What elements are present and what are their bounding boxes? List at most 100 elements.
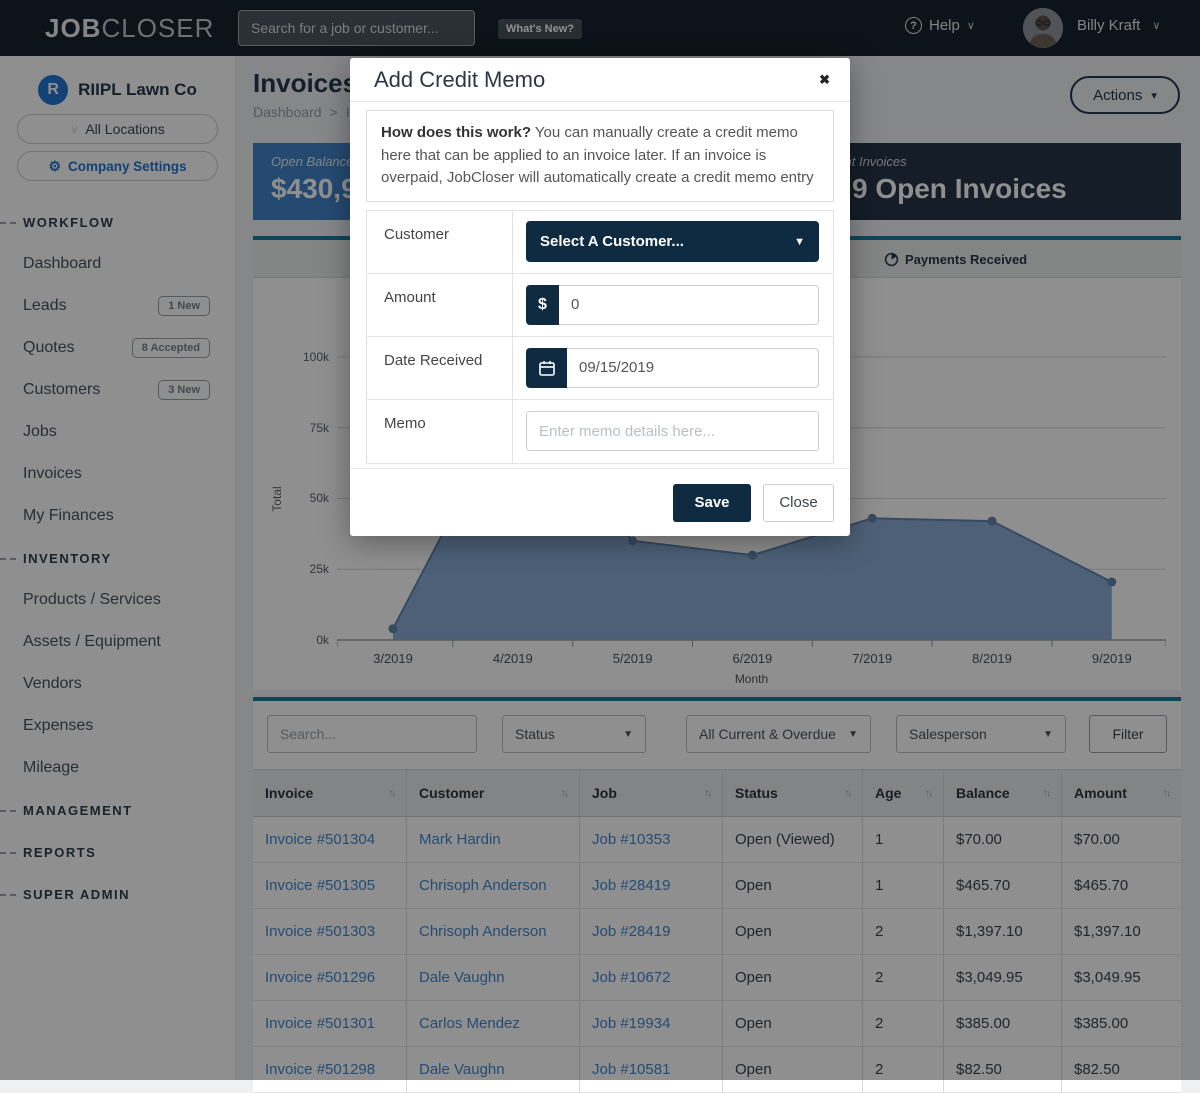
job-link[interactable]: Job #10672 — [592, 969, 671, 986]
status-select[interactable]: Status ▼ — [502, 715, 646, 753]
x-tick-label: 8/2019 — [972, 651, 1012, 666]
chevron-down-icon: ∨ — [966, 20, 975, 32]
sort-icon[interactable]: ↑↓ — [844, 787, 852, 799]
job-link[interactable]: Job #10581 — [592, 1061, 671, 1078]
sidebar-item-invoices[interactable]: Invoices — [23, 465, 82, 482]
customer-link[interactable]: Dale Vaughn — [419, 1061, 505, 1078]
age-cell: 1 — [863, 817, 944, 862]
customer-link[interactable]: Mark Hardin — [419, 831, 501, 848]
sidebar-section-workflow[interactable]: WORKFLOW — [0, 201, 235, 243]
balance-cell: $3,049.95 — [944, 955, 1062, 1000]
column-header-invoice[interactable]: Invoice ↑↓ — [253, 770, 407, 816]
customer-cell: Chrisoph Anderson — [407, 863, 580, 908]
column-header-customer[interactable]: Customer ↑↓ — [407, 770, 580, 816]
global-search-input[interactable] — [238, 10, 475, 46]
invoice-link[interactable]: Invoice #501298 — [265, 1061, 376, 1078]
help-callout: How does this work? You can manually cre… — [366, 110, 834, 202]
customer-label: Customer — [367, 210, 513, 273]
customer-link[interactable]: Chrisoph Anderson — [419, 877, 547, 894]
section-dash — [0, 810, 16, 812]
user-menu[interactable]: Billy Kraft ∨ — [1077, 17, 1161, 34]
locations-dropdown[interactable]: ∨ All Locations — [17, 114, 218, 144]
job-link[interactable]: Job #28419 — [592, 877, 671, 894]
memo-input[interactable] — [526, 411, 819, 451]
sort-icon[interactable]: ↑↓ — [704, 787, 712, 799]
salesperson-select[interactable]: Salesperson ▼ — [896, 715, 1066, 753]
sidebar-section-management[interactable]: MANAGEMENT — [0, 789, 235, 831]
status-cell: Open — [723, 1047, 863, 1092]
sidebar-item-quotes[interactable]: Quotes 8 Accepted — [0, 327, 235, 369]
company-settings-button[interactable]: ⚙ Company Settings — [17, 151, 218, 181]
column-header-age[interactable]: Age ↑↓ — [863, 770, 944, 816]
sidebar-item-vendors[interactable]: Vendors — [23, 675, 82, 692]
job-link[interactable]: Job #19934 — [592, 1015, 671, 1032]
column-header-status[interactable]: Status ↑↓ — [723, 770, 863, 816]
breadcrumb-dashboard[interactable]: Dashboard — [253, 104, 322, 120]
customer-select[interactable]: Select A Customer... ▼ — [526, 221, 819, 262]
sidebar-section-reports[interactable]: REPORTS — [0, 831, 235, 873]
tab-payments-received[interactable]: Payments Received — [884, 240, 1027, 278]
sidebar-item-mileage[interactable]: Mileage — [23, 759, 80, 776]
sidebar-item-customers[interactable]: Customers 3 New — [0, 369, 235, 411]
customer-link[interactable]: Dale Vaughn — [419, 969, 505, 986]
sort-icon[interactable]: ↑↓ — [1163, 787, 1171, 799]
age-cell: 2 — [863, 955, 944, 1000]
column-header-job[interactable]: Job ↑↓ — [580, 770, 723, 816]
caret-down-icon: ▾ — [1151, 89, 1157, 102]
sidebar-item-my-finances[interactable]: My Finances — [23, 507, 114, 524]
filter-button[interactable]: Filter — [1089, 715, 1167, 753]
invoice-cell: Invoice #501301 — [253, 1001, 407, 1046]
modal-title: Add Credit Memo — [374, 67, 546, 92]
data-point — [867, 513, 877, 523]
sidebar-item-expenses[interactable]: Expenses — [23, 717, 94, 734]
job-link[interactable]: Job #28419 — [592, 923, 671, 940]
sidebar-item-leads[interactable]: Leads 1 New — [0, 285, 235, 327]
chevron-down-icon: ∨ — [1152, 20, 1161, 32]
amount-input[interactable] — [559, 284, 819, 325]
date-received-label: Date Received — [367, 336, 513, 399]
close-icon[interactable]: ✖ — [819, 72, 830, 87]
dollar-icon: $ — [526, 284, 559, 325]
invoice-link[interactable]: Invoice #501301 — [265, 1015, 376, 1032]
sort-icon[interactable]: ↑↓ — [561, 787, 569, 799]
whats-new-button[interactable]: What's New? — [498, 19, 583, 39]
current-overdue-select[interactable]: All Current & Overdue ▼ — [686, 715, 871, 753]
invoice-link[interactable]: Invoice #501305 — [265, 877, 376, 894]
status-cell: Open (Viewed) — [723, 817, 863, 862]
sidebar: R RIIPL Lawn Co ∨ All Locations ⚙ Compan… — [0, 56, 235, 1080]
table-row: Invoice #501301 Carlos Mendez Job #19934 Op… — [253, 1001, 1181, 1047]
sidebar-item-products-services[interactable]: Products / Services — [23, 591, 161, 608]
table-search-input[interactable] — [267, 715, 477, 753]
invoice-link[interactable]: Invoice #501303 — [265, 923, 376, 940]
company-header: R RIIPL Lawn Co — [0, 74, 235, 106]
job-cell: Job #28419 — [580, 909, 723, 954]
select-caret-icon: ▼ — [1043, 728, 1053, 740]
invoice-link[interactable]: Invoice #501296 — [265, 969, 376, 986]
job-link[interactable]: Job #10353 — [592, 831, 671, 848]
sort-icon[interactable]: ↑↓ — [925, 787, 933, 799]
select-caret-icon: ▼ — [848, 728, 858, 740]
user-avatar[interactable] — [1023, 8, 1063, 48]
section-dash — [0, 894, 16, 896]
date-received-input[interactable] — [567, 347, 819, 388]
save-button[interactable]: Save — [673, 483, 751, 522]
app-logo[interactable]: JOBCLOSER — [45, 13, 215, 43]
column-header-amount[interactable]: Amount ↑↓ — [1074, 785, 1171, 801]
close-button[interactable]: Close — [763, 483, 834, 522]
calendar-icon[interactable] — [526, 347, 567, 388]
amount-cell: $3,049.95 — [1074, 969, 1141, 986]
sidebar-item-jobs[interactable]: Jobs — [23, 423, 57, 440]
status-cell: Open — [723, 1001, 863, 1046]
help-menu[interactable]: ? Help ∨ — [905, 17, 975, 34]
sidebar-item-assets-equipment[interactable]: Assets / Equipment — [23, 633, 161, 650]
sidebar-section-inventory[interactable]: INVENTORY — [0, 537, 235, 579]
sidebar-section-super-admin[interactable]: SUPER ADMIN — [0, 873, 235, 915]
sidebar-item-dashboard[interactable]: Dashboard — [23, 255, 102, 272]
customer-link[interactable]: Chrisoph Anderson — [419, 923, 547, 940]
column-header-balance[interactable]: Balance ↑↓ — [944, 770, 1062, 816]
sort-icon[interactable]: ↑↓ — [1043, 787, 1051, 799]
invoice-link[interactable]: Invoice #501304 — [265, 831, 376, 848]
actions-button[interactable]: Actions ▾ — [1070, 76, 1180, 114]
sort-icon[interactable]: ↑↓ — [388, 787, 396, 799]
customer-link[interactable]: Carlos Mendez — [419, 1015, 520, 1032]
